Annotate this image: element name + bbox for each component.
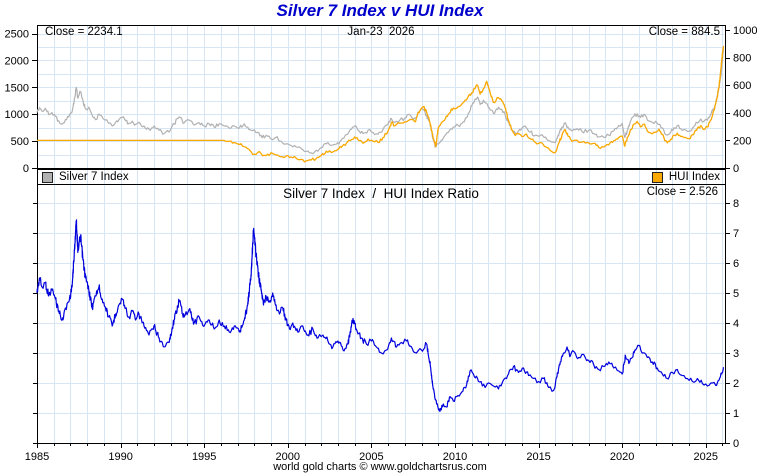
ratio-series-line <box>36 219 725 413</box>
legend-hui-label: HUI Index <box>668 171 720 183</box>
ratio-axis-tick-label: 1 <box>733 408 739 420</box>
page-title: Silver 7 Index v HUI Index <box>276 1 484 20</box>
top-right-axis-tick-label: 400 <box>733 108 751 120</box>
hui-series-line <box>37 45 725 163</box>
footer-credit: world gold charts © www.goldchartsrus.co… <box>273 461 487 473</box>
top-right-axis-tick-label: 800 <box>733 53 751 65</box>
silver-close-label: Close = 2234.1 <box>45 26 123 38</box>
hui-swatch-icon <box>651 171 663 183</box>
ratio-axis-tick-label: 0 <box>733 438 739 450</box>
ratio-axis-tick-label: 4 <box>733 318 739 330</box>
x-axis-tick-label: 1995 <box>192 451 216 463</box>
ratio-close-label: Close = 2.526 <box>646 186 718 198</box>
ratio-axis-tick-label: 3 <box>733 348 739 360</box>
x-axis-tick-label: 2025 <box>694 451 718 463</box>
gridlines <box>38 26 724 443</box>
top-panel-frame <box>37 25 726 169</box>
top-right-axis-tick-label: 0 <box>733 163 739 175</box>
x-axis-tick-label: 2005 <box>359 451 383 463</box>
x-axis-tick-label: 1990 <box>108 451 132 463</box>
top-left-axis-tick-label: 1000 <box>5 109 29 121</box>
ratio-axis-tick-label: 6 <box>733 258 739 270</box>
ratio-panel-frame <box>37 184 726 444</box>
legend-silver-label: Silver 7 Index <box>59 171 129 183</box>
ratio-panel-title: Silver 7 Index / HUI Index Ratio <box>283 186 479 201</box>
x-axis-tick-label: 2015 <box>526 451 550 463</box>
legend-item-silver: Silver 7 Index <box>42 170 129 184</box>
silver-swatch-icon <box>42 171 53 183</box>
ratio-axis-tick-label: 7 <box>733 228 739 240</box>
legend-item-hui: HUI Index <box>651 170 720 184</box>
x-axis-tick-label: 2010 <box>443 451 467 463</box>
x-axis-tick-label: 2000 <box>276 451 300 463</box>
axis-ticks <box>32 30 730 448</box>
top-left-axis-tick-label: 1500 <box>5 82 29 94</box>
x-axis-tick-label: 1985 <box>25 451 49 463</box>
ratio-axis-tick-label: 8 <box>733 198 739 210</box>
top-left-axis-tick-label: 2500 <box>5 29 29 41</box>
ratio-axis-tick-label: 2 <box>733 378 739 390</box>
silver-series-line <box>36 47 724 155</box>
ratio-axis-tick-label: 5 <box>733 288 739 300</box>
top-left-axis-tick-label: 2000 <box>5 55 29 67</box>
top-right-axis-tick-label: 600 <box>733 80 751 92</box>
top-left-axis-tick-label: 0 <box>23 163 29 175</box>
top-left-axis-tick-label: 500 <box>11 136 29 148</box>
top-right-axis-tick-label: 1000 <box>733 25 757 37</box>
last-date-label: Jan-23 2026 <box>347 26 415 38</box>
x-axis-tick-label: 2020 <box>610 451 634 463</box>
hui-close-label: Close = 884.5 <box>648 26 720 38</box>
top-right-axis-tick-label: 200 <box>733 135 751 147</box>
